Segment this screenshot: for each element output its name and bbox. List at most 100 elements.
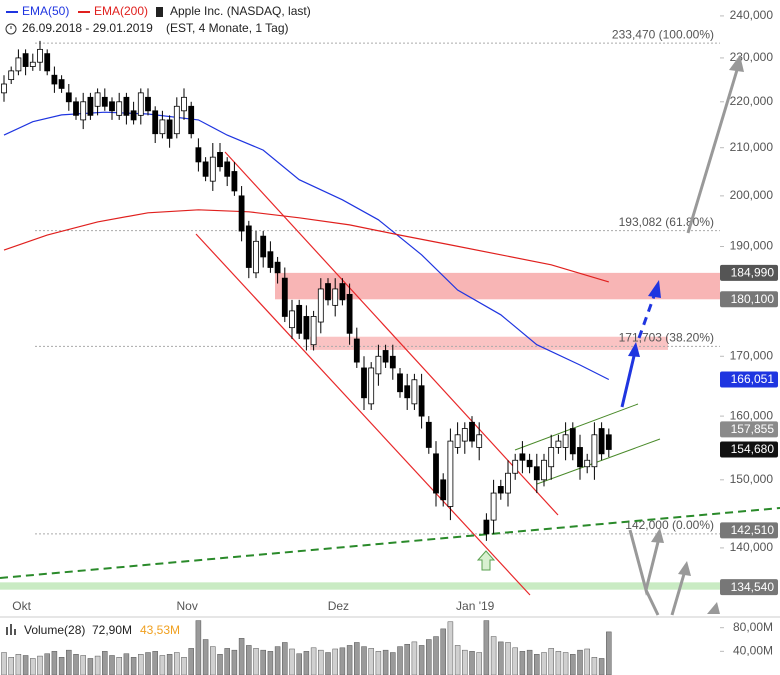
- arrow: [686, 69, 739, 234]
- volume-bar: [1, 652, 7, 675]
- candle-body: [346, 293, 353, 334]
- volume-bar: [253, 648, 259, 675]
- candle-body: [605, 434, 612, 450]
- candle-body: [260, 235, 267, 258]
- date-range: 26.09.2018 - 29.01.2019: [22, 21, 153, 35]
- y-tick-label: 240,000: [730, 8, 774, 22]
- volume-bar: [152, 651, 158, 675]
- volume-bar: [210, 646, 216, 675]
- x-axis: Okt Nov Dez Jan '19: [12, 599, 494, 613]
- volume-bar: [354, 642, 360, 675]
- candle-body: [454, 434, 461, 448]
- candle-body: [440, 479, 447, 501]
- candle-body: [598, 428, 605, 455]
- volume-bar: [469, 651, 475, 675]
- candle-body: [317, 288, 324, 323]
- candle-body: [209, 156, 216, 182]
- trend-line: [0, 507, 780, 579]
- candle-body: [425, 421, 432, 448]
- volume-bar: [570, 654, 576, 675]
- x-tick-label: Dez: [328, 599, 349, 613]
- candle-body: [22, 53, 29, 67]
- y-tick-label: 170,000: [730, 348, 774, 362]
- candle-body: [382, 350, 389, 363]
- candle-body: [591, 434, 598, 468]
- x-tick-label: Okt: [12, 599, 31, 613]
- candle-body: [44, 53, 51, 72]
- candles: [1, 40, 612, 541]
- candle-body: [519, 453, 526, 461]
- candle-body: [202, 161, 209, 177]
- channel-line: [224, 151, 559, 516]
- volume-bar: [318, 649, 324, 675]
- legend: EMA(50) EMA(200) Apple Inc. (NASDAQ, las…: [5, 4, 311, 35]
- y-tick-label: 190,000: [730, 239, 774, 253]
- candle-body: [137, 92, 144, 116]
- y-tick-label: 200,000: [730, 188, 774, 202]
- volume-bar: [584, 648, 590, 675]
- candle-body: [368, 367, 375, 405]
- arrow: [644, 589, 660, 616]
- price-label: 166,051: [731, 372, 775, 386]
- ema-line: [3, 209, 609, 283]
- volume-bar: [534, 654, 540, 675]
- candle-icon: [156, 7, 163, 17]
- y-tick-label: 150,000: [730, 472, 774, 486]
- price-label-box: [720, 421, 778, 438]
- candle-body: [361, 367, 367, 399]
- y-tick-label: 220,000: [730, 94, 774, 108]
- volume-bar: [130, 657, 137, 675]
- candle-body: [483, 519, 490, 535]
- period: (EST, 4 Monate, 1 Tag): [166, 21, 289, 35]
- candle-body: [87, 96, 94, 116]
- candle-body: [65, 92, 72, 103]
- volume-panel: 40,00M 80,00M: [1, 620, 773, 675]
- volume-bar: [267, 651, 274, 675]
- candle-body: [555, 440, 562, 448]
- volume-bar: [15, 654, 22, 675]
- x-tick-label: Jan '19: [456, 599, 495, 613]
- candle-body: [310, 316, 317, 346]
- volume-bar: [562, 652, 569, 675]
- channel-line: [514, 403, 639, 451]
- candle-body: [188, 105, 195, 135]
- volume-bar: [260, 649, 266, 675]
- candle-body: [217, 152, 223, 168]
- candle-body: [51, 74, 58, 85]
- candle-body: [512, 459, 519, 474]
- volume-bar: [274, 646, 281, 675]
- volume-average: 43,53M: [140, 623, 180, 637]
- fib-label: 233,470 (100.00%): [612, 27, 714, 41]
- volume-bar: [526, 649, 533, 675]
- volume-tick-label: 80,00M: [733, 620, 773, 634]
- clock-icon: [5, 23, 17, 35]
- volume-bar: [174, 652, 180, 675]
- volume-bar: [339, 647, 346, 675]
- y-tick-label: 140,000: [730, 540, 774, 554]
- candle-body: [289, 310, 295, 329]
- volume-bar: [490, 636, 497, 675]
- candle-body: [253, 240, 259, 274]
- y-tick-label: 210,000: [730, 140, 774, 154]
- volume-bar: [433, 636, 439, 675]
- candle-body: [15, 57, 22, 72]
- volume-bar: [109, 655, 115, 675]
- volume-bar: [598, 658, 605, 675]
- volume-tick-label: 40,00M: [733, 644, 773, 658]
- candle-body: [29, 61, 36, 67]
- price-label-box: [720, 371, 778, 388]
- candle-body: [577, 447, 583, 468]
- candle-body: [181, 96, 187, 112]
- volume-bar: [541, 652, 547, 675]
- candle-body: [433, 453, 439, 494]
- candle-body: [490, 492, 497, 521]
- volume-bar: [166, 654, 173, 675]
- volume-bar: [505, 642, 511, 675]
- volume-bar: [390, 652, 396, 675]
- candle-body: [159, 119, 166, 135]
- candle-body: [101, 96, 108, 107]
- price-label-box: [720, 291, 778, 308]
- volume-bar: [404, 643, 410, 675]
- candle-body: [325, 283, 331, 301]
- candle-body: [533, 466, 540, 481]
